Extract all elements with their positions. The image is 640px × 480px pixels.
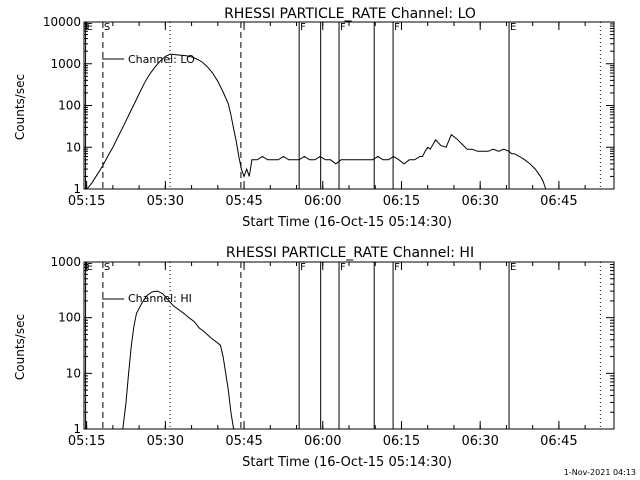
- chart-2-ytick-label: 1000: [50, 255, 81, 269]
- chart-2-ytick-label: 10: [66, 366, 81, 380]
- chart-2-xtick-label: 05:45: [225, 434, 262, 449]
- chart-1-ytick-label: 10: [66, 140, 81, 154]
- chart-2-event-marker-label: E: [510, 262, 516, 273]
- chart-1-ytick-label: 100: [58, 99, 81, 113]
- chart-1-xtick-label: 05:30: [147, 194, 184, 209]
- chart-1-xtick-label: 05:45: [225, 194, 262, 209]
- chart-1-event-marker-label: F: [340, 22, 346, 33]
- chart-2-ylabel: Counts/sec: [13, 314, 27, 380]
- footer-timestamp: 1-Nov-2021 04:13: [564, 468, 636, 477]
- chart-2-xtick-label: 05:30: [147, 434, 184, 449]
- chart-1-title: RHESSI PARTICLE_RATE Channel: LO: [224, 6, 476, 22]
- chart-1-ytick-label: 1: [73, 182, 81, 196]
- chart-1-ytick-label: 1000: [50, 57, 81, 71]
- chart-1-ylabel: Counts/sec: [13, 74, 27, 140]
- chart-1-event-marker-label: E: [87, 22, 93, 33]
- chart-1-series-line: [86, 53, 547, 190]
- chart-2-ytick-label: 1: [73, 422, 81, 436]
- chart-2-legend-label: Channel: HI: [128, 292, 192, 305]
- chart-2-event-marker-label: F: [300, 262, 306, 273]
- chart-2-title: RHESSI PARTICLE_RATE Channel: HI: [226, 245, 474, 261]
- chart-1-event-marker-label: F: [300, 22, 306, 33]
- chart-1-xtick-label: 05:15: [68, 194, 105, 209]
- chart-1-event-marker-label: S: [104, 22, 110, 33]
- chart-2-series-line: [122, 290, 235, 430]
- chart-2-xtick-label: 05:15: [68, 434, 105, 449]
- chart-1-xtick-label: 06:45: [540, 194, 577, 209]
- chart-2-event-marker-label: F: [394, 262, 400, 273]
- chart-1-xtick-label: 06:15: [383, 194, 420, 209]
- chart-2-xtick-label: 06:00: [304, 434, 341, 449]
- chart-dynamic-layer: 1 10 100 1000 10000 05:15 05:30 05:45 06:00 06:15…: [43, 15, 615, 449]
- chart-1-xlabel: Start Time (16-Oct-15 05:14:30): [242, 215, 452, 230]
- chart-2-event-marker-label: F: [340, 262, 346, 273]
- chart-2-xtick-label: 06:45: [540, 434, 577, 449]
- chart-2-event-marker-label: S: [104, 262, 110, 273]
- chart-1-event-marker-label: E: [510, 22, 516, 33]
- chart-2-xtick-label: 06:15: [383, 434, 420, 449]
- chart-2-xlabel: Start Time (16-Oct-15 05:14:30): [242, 455, 452, 470]
- chart-2-xtick-label: 06:30: [461, 434, 498, 449]
- chart-2-event-marker-label: E: [87, 262, 93, 273]
- chart-2-ytick-label: 100: [58, 311, 81, 325]
- chart-1-xtick-label: 06:30: [461, 194, 498, 209]
- chart-1-ytick-label: 10000: [43, 15, 81, 29]
- chart-1-xtick-label: 06:00: [304, 194, 341, 209]
- chart-1-event-marker-label: F: [394, 22, 400, 33]
